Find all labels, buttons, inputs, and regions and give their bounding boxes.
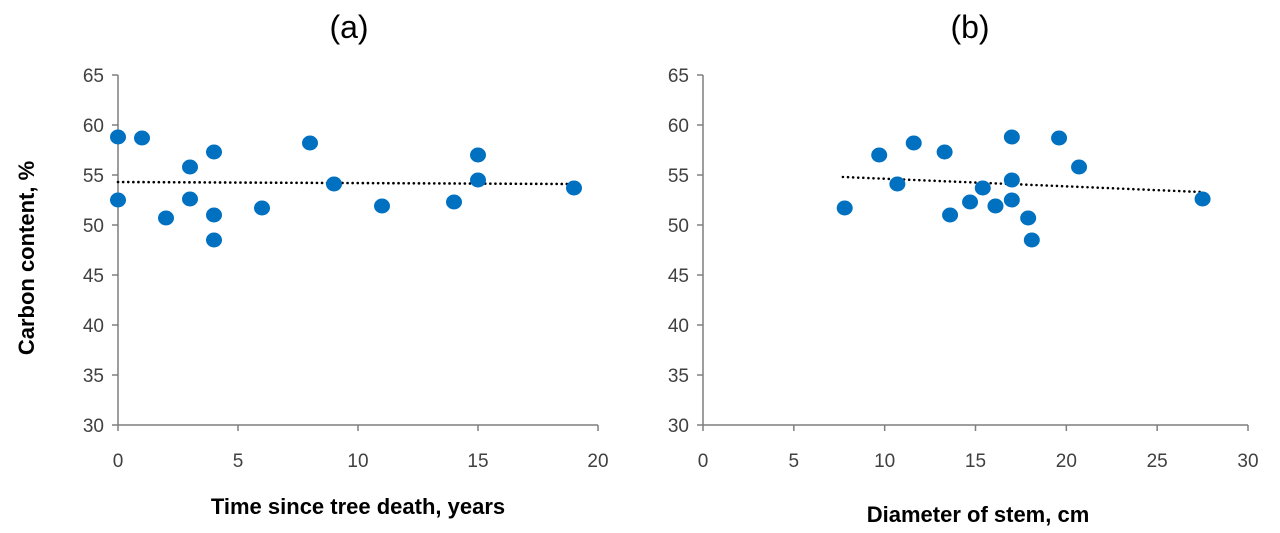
data-point bbox=[1003, 172, 1020, 188]
y-tick-label: 45 bbox=[668, 266, 689, 287]
y-tick-label: 40 bbox=[83, 316, 104, 337]
y-tick-label: 50 bbox=[668, 216, 689, 237]
data-point bbox=[836, 200, 853, 216]
data-point bbox=[1003, 129, 1020, 145]
y-tick-label: 60 bbox=[83, 116, 104, 137]
x-tick-label: 20 bbox=[1056, 451, 1077, 472]
data-point bbox=[206, 207, 222, 223]
trendline bbox=[116, 180, 576, 186]
x-tick-label: 0 bbox=[113, 451, 124, 472]
y-tick-label: 60 bbox=[668, 116, 689, 137]
data-point bbox=[987, 198, 1004, 214]
y-tick-label: 65 bbox=[668, 66, 689, 87]
x-tick-label: 5 bbox=[789, 451, 800, 472]
data-point bbox=[566, 180, 582, 196]
chart-panel-a: 30 35 40 45 50 55 60 65 0 5 10 15 20 (a) Time since tr… bbox=[14, 9, 609, 519]
x-tick-label: 10 bbox=[347, 451, 368, 472]
y-tick-label: 55 bbox=[83, 166, 104, 187]
y-tick-label: 30 bbox=[668, 416, 689, 437]
x-tick-label: 20 bbox=[587, 451, 608, 472]
data-point bbox=[1003, 192, 1020, 208]
data-point bbox=[942, 207, 959, 223]
y-tick-label: 55 bbox=[668, 166, 689, 187]
x-tick-label: 10 bbox=[874, 451, 895, 472]
x-tick-label: 15 bbox=[467, 451, 488, 472]
data-point bbox=[962, 194, 979, 210]
data-point bbox=[302, 135, 318, 151]
x-tick-label: 5 bbox=[233, 451, 244, 472]
data-point bbox=[254, 200, 270, 216]
data-point bbox=[110, 192, 126, 208]
data-point bbox=[889, 176, 906, 192]
y-tick-label: 65 bbox=[83, 66, 104, 87]
y-tick-label: 30 bbox=[83, 416, 104, 437]
data-point bbox=[326, 176, 342, 192]
x-tick-label: 0 bbox=[698, 451, 709, 472]
x-tick-label: 30 bbox=[1237, 451, 1258, 472]
data-point bbox=[206, 144, 222, 160]
data-point bbox=[871, 147, 888, 163]
data-point bbox=[182, 191, 198, 207]
data-point bbox=[158, 210, 174, 226]
data-point bbox=[206, 232, 222, 248]
data-point bbox=[470, 147, 486, 163]
trendline bbox=[841, 175, 1203, 194]
y-tick-label: 35 bbox=[668, 366, 689, 387]
data-point bbox=[1194, 191, 1211, 207]
panel-title: (b) bbox=[950, 9, 989, 45]
data-point bbox=[446, 194, 462, 210]
data-point bbox=[1071, 159, 1088, 175]
y-tick-label: 50 bbox=[83, 216, 104, 237]
x-tick-label: 15 bbox=[965, 451, 986, 472]
data-point bbox=[374, 198, 390, 214]
y-tick-label: 45 bbox=[83, 266, 104, 287]
data-point bbox=[1020, 210, 1037, 226]
x-axis-title: Time since tree death, years bbox=[211, 494, 505, 519]
data-point bbox=[1023, 232, 1040, 248]
data-point bbox=[1051, 130, 1068, 146]
x-tick-label: 25 bbox=[1147, 451, 1168, 472]
chart-panel-b: 30 35 40 45 50 55 60 65 0 5 10 15 20 25 30 (b) Diameter … bbox=[668, 9, 1259, 527]
data-point bbox=[974, 180, 991, 196]
y-axis-title: Carbon content, % bbox=[14, 161, 39, 355]
data-point bbox=[905, 135, 922, 151]
y-tick-label: 40 bbox=[668, 316, 689, 337]
data-point bbox=[470, 172, 486, 188]
y-tick-label: 35 bbox=[83, 366, 104, 387]
data-point bbox=[936, 144, 953, 160]
data-point bbox=[110, 129, 126, 145]
data-point bbox=[182, 159, 198, 175]
panel-title: (a) bbox=[329, 9, 368, 45]
x-axis-title: Diameter of stem, cm bbox=[867, 502, 1090, 527]
data-point bbox=[134, 130, 150, 146]
